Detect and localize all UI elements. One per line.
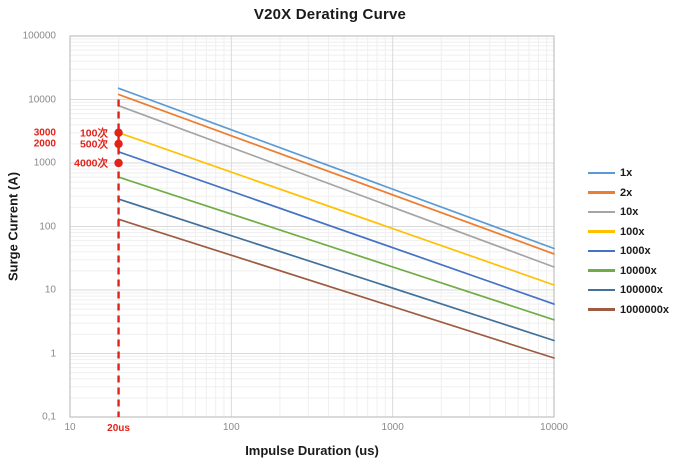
legend-line-swatch (588, 269, 615, 272)
y-tick-label: 1000 (33, 157, 56, 169)
impulse-count-label: 500次 (79, 138, 108, 151)
legend-item-1000x: 1000x (588, 245, 669, 257)
legend-label: 10x (620, 206, 639, 218)
x-tick-label: 10000 (540, 422, 568, 433)
series-line-100000x (117, 198, 555, 342)
legend-item-10000x: 10000x (588, 265, 669, 277)
legend-item-1000000x: 1000000x (588, 304, 669, 316)
series-line-2x (117, 93, 555, 255)
plot-border (69, 35, 555, 418)
series-line-10x (117, 104, 555, 268)
y-tick-label: 10 (44, 284, 56, 296)
impulse-count-label: 100次 (79, 127, 108, 140)
impulse-count-label: 4000次 (74, 157, 108, 170)
y-axis-extra-label: 2000 (33, 138, 56, 150)
legend-label: 100x (620, 225, 645, 238)
legend-line-swatch (588, 249, 615, 253)
series-line-1000000x (117, 218, 555, 359)
y-tick-label: 100 (39, 221, 56, 232)
legend-item-100000x: 100000x (588, 284, 669, 296)
legend-item-1x: 1x (588, 167, 669, 179)
legend-label: 1000000x (620, 303, 669, 316)
legend-label: 1000x (620, 245, 651, 257)
legend-line-swatch (588, 191, 615, 194)
y-axis-extra-label: 3000 (33, 127, 56, 139)
annotation-dot (114, 158, 123, 168)
legend-label: 2x (620, 186, 633, 199)
legend-label: 1x (620, 167, 633, 179)
x-tick-label: 1000 (381, 422, 404, 433)
legend-line-swatch (588, 210, 615, 214)
y-tick-label: 0,1 (42, 411, 56, 423)
chart-title: V20X Derating Curve (253, 6, 407, 23)
y-tick-label: 100000 (22, 30, 56, 42)
y-tick-label: 10000 (28, 94, 56, 105)
y-axis-title: Surge Current (A) (5, 171, 21, 282)
legend-line-swatch (588, 288, 615, 292)
x-tick-label: 100 (222, 422, 240, 433)
legend: 1x 2x 10x 100x 1000x 10000x 100000x 1000000x (588, 167, 669, 316)
y-tick-label: 1 (50, 348, 56, 359)
series-line-1x (117, 87, 555, 250)
x-tick-label: 10 (64, 422, 76, 433)
annotation-dot (114, 128, 123, 137)
x-axis-title: Impulse Duration (us) (245, 443, 379, 458)
legend-item-2x: 2x (588, 187, 669, 199)
series-line-100x (117, 131, 555, 286)
annotation-dot (114, 139, 123, 149)
legend-label: 100000x (620, 284, 663, 296)
legend-label: 10000x (620, 264, 657, 277)
series-line-1000x (117, 150, 555, 305)
legend-item-100x: 100x (588, 226, 669, 238)
legend-line-swatch (588, 308, 615, 311)
legend-line-swatch (588, 171, 615, 175)
vline-label: 20us (107, 423, 130, 434)
legend-item-10x: 10x (588, 206, 669, 218)
legend-line-swatch (588, 230, 615, 233)
series-line-10000x (117, 176, 555, 321)
